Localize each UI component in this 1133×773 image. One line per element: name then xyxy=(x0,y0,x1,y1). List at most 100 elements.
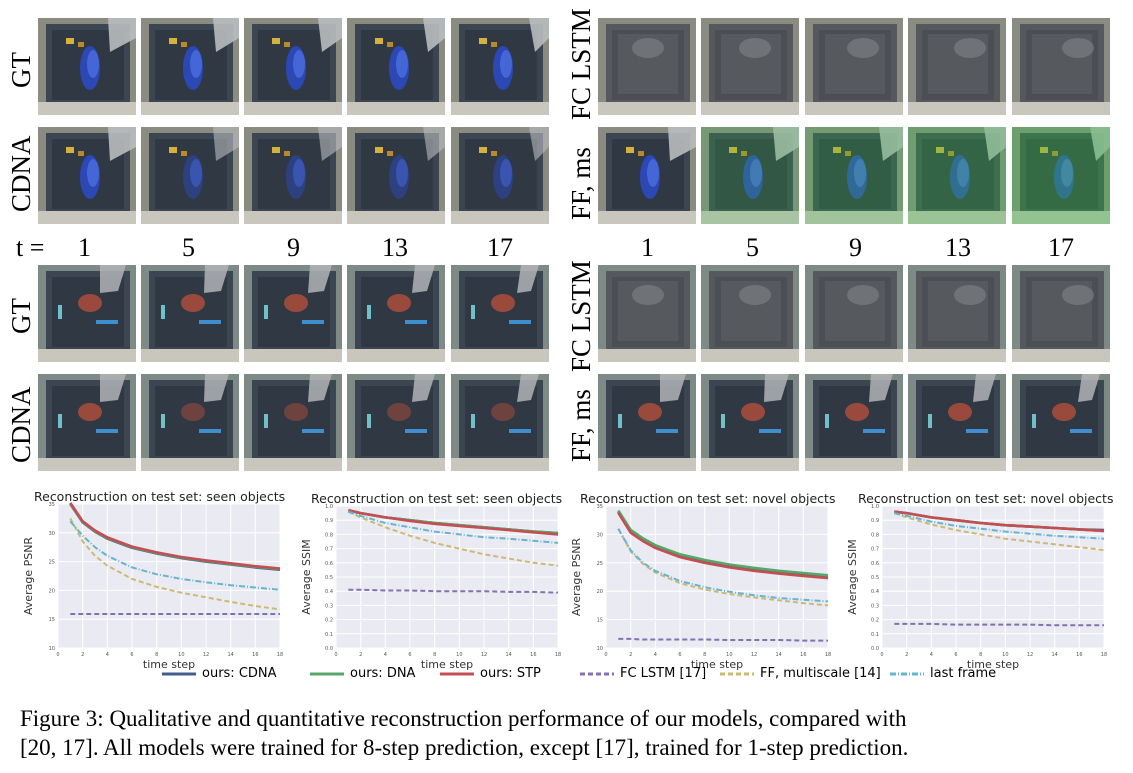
series-line-stp xyxy=(617,512,829,580)
x-tick-label: 12 xyxy=(751,652,757,658)
series-line-ff xyxy=(69,517,281,611)
frame-left-row4-col5 xyxy=(451,374,549,471)
y-tick-label: 25 xyxy=(49,560,55,566)
y-tick-label: 15 xyxy=(597,618,603,624)
caption-line-2: [20, 17]. All models were trained for 8-… xyxy=(20,735,909,760)
frame-right-row3-col4 xyxy=(908,265,1006,362)
legend-item: FC LSTM [17] xyxy=(580,666,706,681)
y-axis-label: Average SSIM xyxy=(846,539,859,614)
x-tick-label: 12 xyxy=(203,652,209,658)
plot-area xyxy=(606,506,828,648)
row-label-fclstm-top-right: FC LSTM xyxy=(566,8,596,120)
x-tick-label: 18 xyxy=(555,652,561,658)
legend-swatch xyxy=(890,672,924,675)
frame-left-row1-col3 xyxy=(244,18,342,115)
frame-left-row1-col4 xyxy=(347,18,445,115)
y-tick-label: 35 xyxy=(49,502,55,508)
legend-item: ours: STP xyxy=(440,666,541,681)
y-tick-label: 0.7 xyxy=(871,547,879,553)
x-tick-label: 4 xyxy=(930,652,933,658)
frame-right-row4-col1 xyxy=(598,374,696,471)
legend-item: ours: DNA xyxy=(310,666,415,681)
legend-label: ours: CDNA xyxy=(202,666,277,681)
series-line-fclstm xyxy=(348,588,559,594)
series-line-fclstm xyxy=(618,637,828,642)
frame-right-row2-col2 xyxy=(701,127,799,224)
frame-left-row2-col4 xyxy=(347,127,445,224)
y-tick-label: 0.9 xyxy=(325,518,333,524)
series-line-ff xyxy=(347,510,559,567)
y-tick-label: 0.5 xyxy=(325,575,333,581)
legend-swatch xyxy=(440,672,474,675)
x-tick-label: 4 xyxy=(654,652,657,658)
x-tick-label: 0 xyxy=(604,652,607,658)
legend-label: FF, multiscale [14] xyxy=(760,666,881,681)
y-tick-label: 0.1 xyxy=(871,632,879,638)
y-tick-label: 0.4 xyxy=(325,589,333,595)
y-tick-label: 30 xyxy=(597,532,603,538)
series-line-stp xyxy=(348,509,559,536)
frame-left-row3-col1 xyxy=(38,265,136,362)
y-tick-label: 0.3 xyxy=(325,603,333,609)
row-label-gt-top-left: GT xyxy=(6,52,36,88)
frame-right-row4-col3 xyxy=(805,374,903,471)
series-line-dna xyxy=(617,509,829,577)
x-tick-label: 14 xyxy=(505,652,511,658)
x-tick-label: 6 xyxy=(954,652,957,658)
row-label-cdna-bottom-left: CDNA xyxy=(6,386,36,463)
legend-swatch xyxy=(720,672,754,675)
timestep-label-right-1: 1 xyxy=(641,233,654,262)
timestep-label-left-13: 13 xyxy=(382,233,408,262)
chart-legend: ours: CDNA ours: DNA ours: STP FC LSTM [17]… xyxy=(160,666,996,688)
x-tick-label: 16 xyxy=(800,652,806,658)
frame-left-row2-col3 xyxy=(244,127,342,224)
x-tick-label: 18 xyxy=(277,652,283,658)
frame-right-row1-col1 xyxy=(598,18,696,115)
chart-title-3: Reconstruction on test set: novel object… xyxy=(580,491,836,506)
y-tick-label: 0.3 xyxy=(871,603,879,609)
y-tick-label: 30 xyxy=(49,531,55,537)
frame-right-row2-col1 xyxy=(598,127,696,224)
x-tick-label: 4 xyxy=(106,652,109,658)
y-tick-label: 0.0 xyxy=(871,646,879,652)
x-tick-label: 16 xyxy=(1076,652,1082,658)
timestep-label-right-5: 5 xyxy=(746,233,759,262)
x-tick-label: 2 xyxy=(359,652,362,658)
timestep-label-right-9: 9 xyxy=(849,233,862,262)
timestep-label-right-13: 13 xyxy=(945,233,971,262)
legend-item: ours: CDNA xyxy=(162,666,277,681)
x-axis-label: time step xyxy=(421,658,473,670)
frame-left-row1-col5 xyxy=(451,18,549,115)
timestep-label-left-1: 1 xyxy=(78,233,91,262)
row-label-ffms-bottom-right: FF, ms xyxy=(566,389,596,462)
plot-area xyxy=(58,504,280,648)
legend-label: ours: STP xyxy=(480,666,541,681)
x-axis-label: time step xyxy=(143,658,195,670)
chart-ssim-novel: 0.0 0.1 0.2 0.3 0.4 0.5 0.6 0.7 0.8 0.9 1.0 0 2 4 6 8 10… xyxy=(846,504,1107,670)
frame-left-row3-col2 xyxy=(141,265,239,362)
y-tick-label: 10 xyxy=(49,646,55,652)
x-tick-label: 0 xyxy=(880,652,883,658)
x-tick-label: 8 xyxy=(979,652,982,658)
y-tick-label: 0.2 xyxy=(871,618,879,624)
x-tick-label: 18 xyxy=(1101,652,1107,658)
y-tick-label: 0.0 xyxy=(325,646,333,652)
y-tick-label: 1.0 xyxy=(871,504,879,510)
y-tick-label: 35 xyxy=(597,504,603,510)
series-line-ff xyxy=(617,528,829,607)
row-label-ffms-top-right: FF, ms xyxy=(566,147,596,220)
x-tick-label: 0 xyxy=(334,652,337,658)
x-tick-label: 14 xyxy=(1051,652,1057,658)
y-tick-label: 0.4 xyxy=(871,589,879,595)
series-line-last xyxy=(347,510,559,544)
series-line-fclstm xyxy=(894,622,1104,627)
legend-swatch xyxy=(310,672,344,675)
x-tick-label: 16 xyxy=(530,652,536,658)
x-tick-label: 16 xyxy=(252,652,258,658)
x-tick-label: 4 xyxy=(384,652,387,658)
y-axis-label: Average PSNR xyxy=(570,538,583,617)
frame-right-row3-col1 xyxy=(598,265,696,362)
frame-left-row1-col1 xyxy=(38,18,136,115)
chart-title-2: Reconstruction on test set: seen objects xyxy=(311,491,563,506)
series-line-last xyxy=(617,528,829,603)
